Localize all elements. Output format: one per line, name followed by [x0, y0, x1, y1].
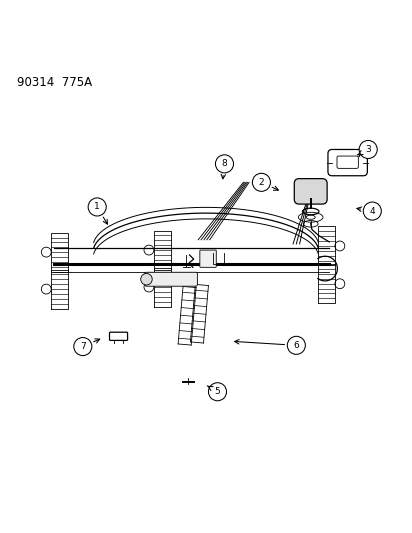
Text: 2: 2	[259, 178, 264, 187]
Text: 3: 3	[365, 145, 371, 154]
Text: 6: 6	[293, 341, 299, 350]
Text: 1: 1	[94, 203, 100, 212]
FancyBboxPatch shape	[294, 179, 327, 204]
Circle shape	[359, 140, 377, 158]
Circle shape	[74, 337, 92, 356]
Circle shape	[88, 198, 106, 216]
Text: 8: 8	[222, 159, 227, 168]
FancyBboxPatch shape	[200, 250, 216, 268]
Text: 90314  775A: 90314 775A	[17, 76, 92, 88]
Circle shape	[287, 336, 305, 354]
Text: 7: 7	[80, 342, 86, 351]
FancyBboxPatch shape	[145, 272, 197, 286]
Circle shape	[215, 155, 234, 173]
Circle shape	[141, 273, 152, 285]
Text: 5: 5	[215, 387, 220, 396]
Circle shape	[363, 202, 382, 220]
Circle shape	[208, 383, 227, 401]
Text: 4: 4	[370, 207, 375, 215]
Circle shape	[253, 173, 270, 191]
